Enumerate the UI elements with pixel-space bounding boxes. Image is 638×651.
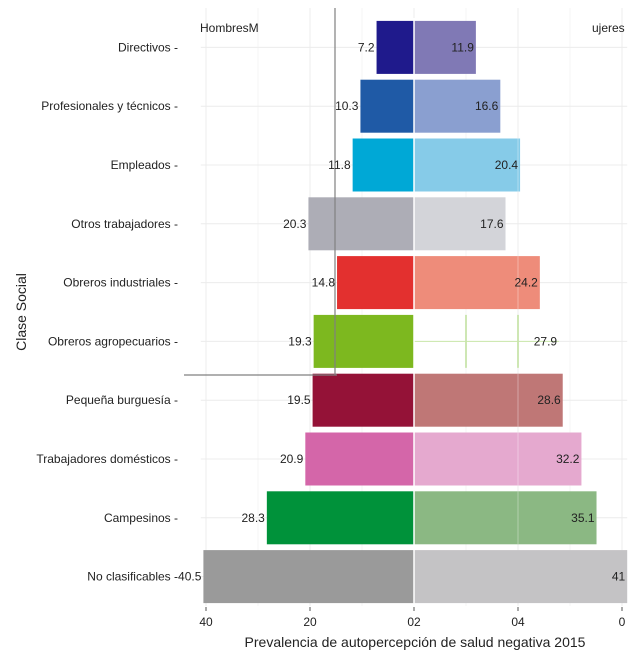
value-label-right: 35.1 (571, 511, 595, 525)
value-labels: 7.2 11.9 10.3 16.6 11.8 20.4 20.3 17.6 14.8 24.2 1… (178, 40, 625, 583)
value-label-left: 40.5 (178, 570, 202, 584)
category-labels: Directivos - Profesionales y técnicos - Em… (36, 40, 178, 583)
y-axis-label: Clase Social (13, 273, 29, 351)
left-header: HombresM (200, 21, 259, 35)
value-label-right: 41 (612, 570, 626, 584)
x-axis-label: Prevalencia de autopercepción de salud n… (245, 634, 586, 650)
category-label: Obreros industriales - (63, 276, 178, 290)
bar-right (414, 373, 563, 427)
value-label-left: 14.8 (312, 276, 336, 290)
category-label: Trabajadores domésticos - (36, 452, 178, 466)
x-tick-label: 20 (303, 615, 317, 629)
bar-right (414, 138, 521, 192)
bar-left (266, 491, 414, 545)
x-tick-label: 0 (619, 615, 626, 629)
value-label-left: 19.5 (287, 393, 311, 407)
category-label: Profesionales y técnicos - (41, 99, 178, 113)
bar-left (203, 550, 414, 604)
category-label: Pequeña burguesía - (66, 393, 178, 407)
category-label: No clasificables - (87, 570, 178, 584)
value-label-left: 20.3 (283, 217, 307, 231)
category-label: Empleados - (111, 158, 178, 172)
bars-group (203, 20, 628, 604)
bar-right (414, 256, 540, 310)
bar-left (360, 79, 414, 133)
bar-left (313, 314, 414, 368)
value-label-left: 10.3 (335, 99, 359, 113)
bar-left (305, 432, 414, 486)
category-label: Campesinos - (104, 511, 178, 525)
value-label-right: 20.4 (495, 158, 519, 172)
bar-left (376, 20, 414, 74)
bar-left (352, 138, 414, 192)
bar-right (414, 550, 628, 604)
x-tick-label: 40 (199, 615, 213, 629)
bar-right (414, 491, 597, 545)
bar-left (308, 197, 414, 251)
right-header: ujeres (592, 21, 625, 35)
value-label-left: 28.3 (241, 511, 265, 525)
x-tick-label: 02 (407, 615, 421, 629)
value-label-right: 16.6 (475, 99, 499, 113)
value-label-right: 17.6 (480, 217, 504, 231)
bar-left (337, 256, 414, 310)
value-label-right: 32.2 (556, 452, 580, 466)
bar-left (312, 373, 414, 427)
value-label-right: 11.9 (451, 40, 474, 54)
x-tick-label: 04 (511, 615, 525, 629)
category-label: Obreros agropecuarios - (48, 334, 178, 348)
category-label: Directivos - (118, 40, 178, 54)
value-label-left: 19.3 (288, 334, 312, 348)
category-label: Otros trabajadores - (71, 217, 178, 231)
value-label-left: 11.8 (328, 158, 351, 172)
value-label-right: 28.6 (537, 393, 561, 407)
bar-right (414, 79, 501, 133)
value-label-right: 27.9 (534, 334, 558, 348)
bar-right (414, 20, 476, 74)
x-tick-labels: 40 20 02 04 0 (199, 607, 626, 629)
value-label-left: 20.9 (280, 452, 304, 466)
value-label-right: 24.2 (514, 276, 538, 290)
bar-right (414, 197, 506, 251)
value-label-left: 7.2 (358, 40, 375, 54)
overlay-lines (184, 8, 560, 606)
bar-right (414, 432, 582, 486)
